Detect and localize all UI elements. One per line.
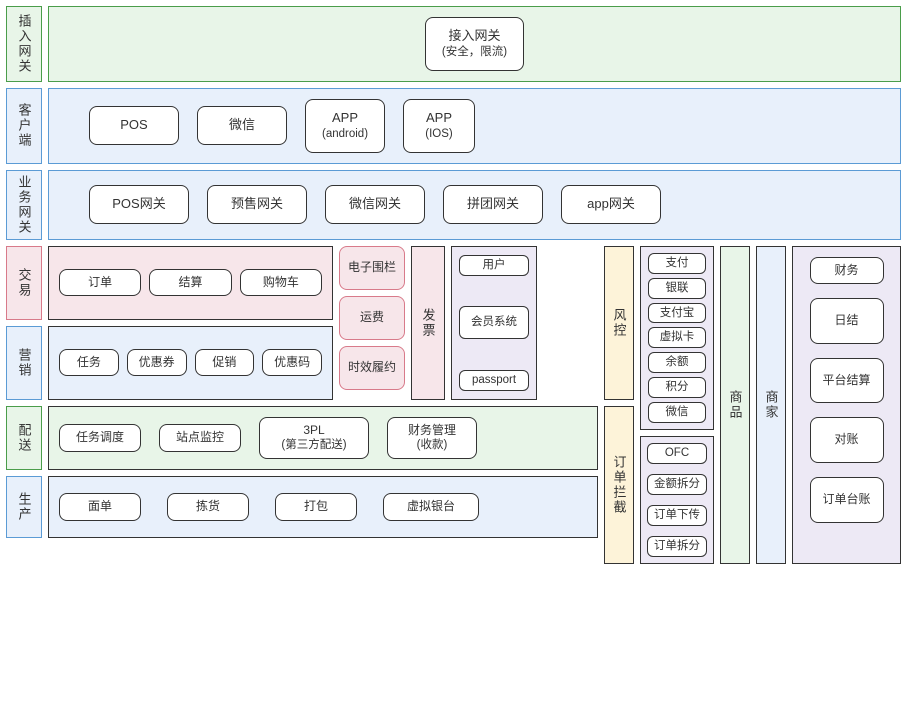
prod-pack: 打包 — [275, 493, 357, 521]
prod-sheet: 面单 — [59, 493, 141, 521]
risk-label: 风控 — [610, 308, 629, 338]
user-col: 用户 会员系统 passport — [451, 246, 537, 400]
fin-3: 订单台账 — [810, 477, 884, 523]
access-gateway-title: 接入网关 — [448, 28, 500, 45]
gw-pos: POS网关 — [89, 185, 189, 224]
fin-0: 日结 — [810, 298, 884, 344]
section-label-delivery: 配送 — [6, 406, 42, 471]
deliv-finance: 财务管理(收款) — [387, 417, 477, 460]
row-production: 生产 面单 拣货 打包 虚拟银台 — [6, 476, 598, 538]
gw-wechat: 微信网关 — [325, 185, 425, 224]
merchant-col: 商家 — [756, 246, 786, 564]
goods-label: 商品 — [726, 390, 745, 420]
biz-gateway-container: POS网关 预售网关 微信网关 拼团网关 app网关 — [48, 170, 901, 240]
gw-pintuan: 拼团网关 — [443, 185, 543, 224]
access-gateway-sub: (安全，限流) — [442, 45, 507, 60]
pay-5: 积分 — [648, 377, 706, 398]
ofc-1: 金额拆分 — [647, 474, 707, 495]
trade-container: 订单 结算 购物车 — [48, 246, 333, 320]
access-gateway-box: 接入网关 (安全，限流) — [425, 17, 524, 71]
pink-sla: 时效履约 — [339, 346, 405, 390]
mkt-code: 优惠码 — [262, 349, 322, 377]
client-container: POS 微信 APP(android) APP(IOS) — [48, 88, 901, 164]
pay-4: 余额 — [648, 352, 706, 373]
pay-3: 虚拟卡 — [648, 327, 706, 348]
architecture-diagram: 插入网关 接入网关 (安全，限流) 客户端 POS 微信 APP(android… — [6, 6, 901, 564]
finance-col: 财务 日结 平台结算 对账 订单台账 — [792, 246, 901, 564]
mid-columns: 风控 订单拦截 支付 银联 支付宝 虚拟卡 余额 积分 微信 OFC — [604, 246, 901, 564]
order-intercept-col: 订单拦截 — [604, 406, 634, 564]
pink-geofence: 电子围栏 — [339, 246, 405, 290]
row-gateway: 插入网关 接入网关 (安全，限流) — [6, 6, 901, 82]
order-intercept-label: 订单拦截 — [610, 455, 629, 515]
client-wechat: 微信 — [197, 106, 287, 145]
pay-6: 微信 — [648, 402, 706, 423]
deliv-3pl: 3PL(第三方配送) — [259, 417, 369, 460]
gw-presale: 预售网关 — [207, 185, 307, 224]
goods-col: 商品 — [720, 246, 750, 564]
prod-pick: 拣货 — [167, 493, 249, 521]
client-app-ios: APP(IOS) — [403, 99, 475, 153]
trade-settle: 结算 — [149, 269, 231, 297]
left-stack: 交易 订单 结算 购物车 营销 任务 优惠券 促销 优惠码 — [6, 246, 598, 564]
gateway-container: 接入网关 (安全，限流) — [48, 6, 901, 82]
section-label-production: 生产 — [6, 476, 42, 538]
ofc-2: 订单下传 — [647, 505, 707, 526]
row-delivery: 配送 任务调度 站点监控 3PL(第三方配送) 财务管理(收款) — [6, 406, 598, 471]
deliv-monitor: 站点监控 — [159, 424, 241, 452]
section-label-gateway: 插入网关 — [6, 6, 42, 82]
pay-0: 支付 — [648, 253, 706, 274]
member-box: 会员系统 — [459, 306, 529, 339]
ofc-0: OFC — [647, 443, 707, 464]
mkt-task: 任务 — [59, 349, 119, 377]
trade-order: 订单 — [59, 269, 141, 297]
pay-col: 支付 银联 支付宝 虚拟卡 余额 积分 微信 — [640, 246, 714, 431]
section-label-marketing: 营销 — [6, 326, 42, 400]
pay-1: 银联 — [648, 278, 706, 299]
section-label-biz-gateway: 业务网关 — [6, 170, 42, 240]
deliv-sched: 任务调度 — [59, 424, 141, 452]
fin-1: 平台结算 — [810, 358, 884, 404]
row-biz-gateway: 业务网关 POS网关 预售网关 微信网关 拼团网关 app网关 — [6, 170, 901, 240]
invoice-col: 发票 — [411, 246, 445, 400]
mkt-coupon: 优惠券 — [127, 349, 187, 377]
fin-2: 对账 — [810, 417, 884, 463]
risk-col: 风控 — [604, 246, 634, 400]
pay-2: 支付宝 — [648, 303, 706, 324]
production-container: 面单 拣货 打包 虚拟银台 — [48, 476, 598, 538]
client-app-android: APP(android) — [305, 99, 385, 153]
fin-header: 财务 — [810, 257, 884, 285]
user-box: 用户 — [459, 255, 529, 276]
trade-marketing-row: 交易 订单 结算 购物车 营销 任务 优惠券 促销 优惠码 — [6, 246, 598, 400]
client-pos: POS — [89, 106, 179, 145]
prod-cashier: 虚拟银台 — [383, 493, 479, 521]
pink-small-col: 电子围栏 运费 时效履约 — [339, 246, 405, 400]
gw-app: app网关 — [561, 185, 661, 224]
ofc-3: 订单拆分 — [647, 536, 707, 557]
trade-cart: 购物车 — [240, 269, 322, 297]
marketing-container: 任务 优惠券 促销 优惠码 — [48, 326, 333, 400]
section-label-trade: 交易 — [6, 246, 42, 320]
row-client: 客户端 POS 微信 APP(android) APP(IOS) — [6, 88, 901, 164]
delivery-container: 任务调度 站点监控 3PL(第三方配送) 财务管理(收款) — [48, 406, 598, 471]
bottom-region: 交易 订单 结算 购物车 营销 任务 优惠券 促销 优惠码 — [6, 246, 901, 564]
ofc-col: OFC 金额拆分 订单下传 订单拆分 — [640, 436, 714, 564]
mkt-promo: 促销 — [195, 349, 255, 377]
merchant-label: 商家 — [762, 390, 781, 420]
section-label-client: 客户端 — [6, 88, 42, 164]
invoice-label: 发票 — [415, 298, 442, 348]
passport-box: passport — [459, 370, 529, 391]
pink-freight: 运费 — [339, 296, 405, 340]
